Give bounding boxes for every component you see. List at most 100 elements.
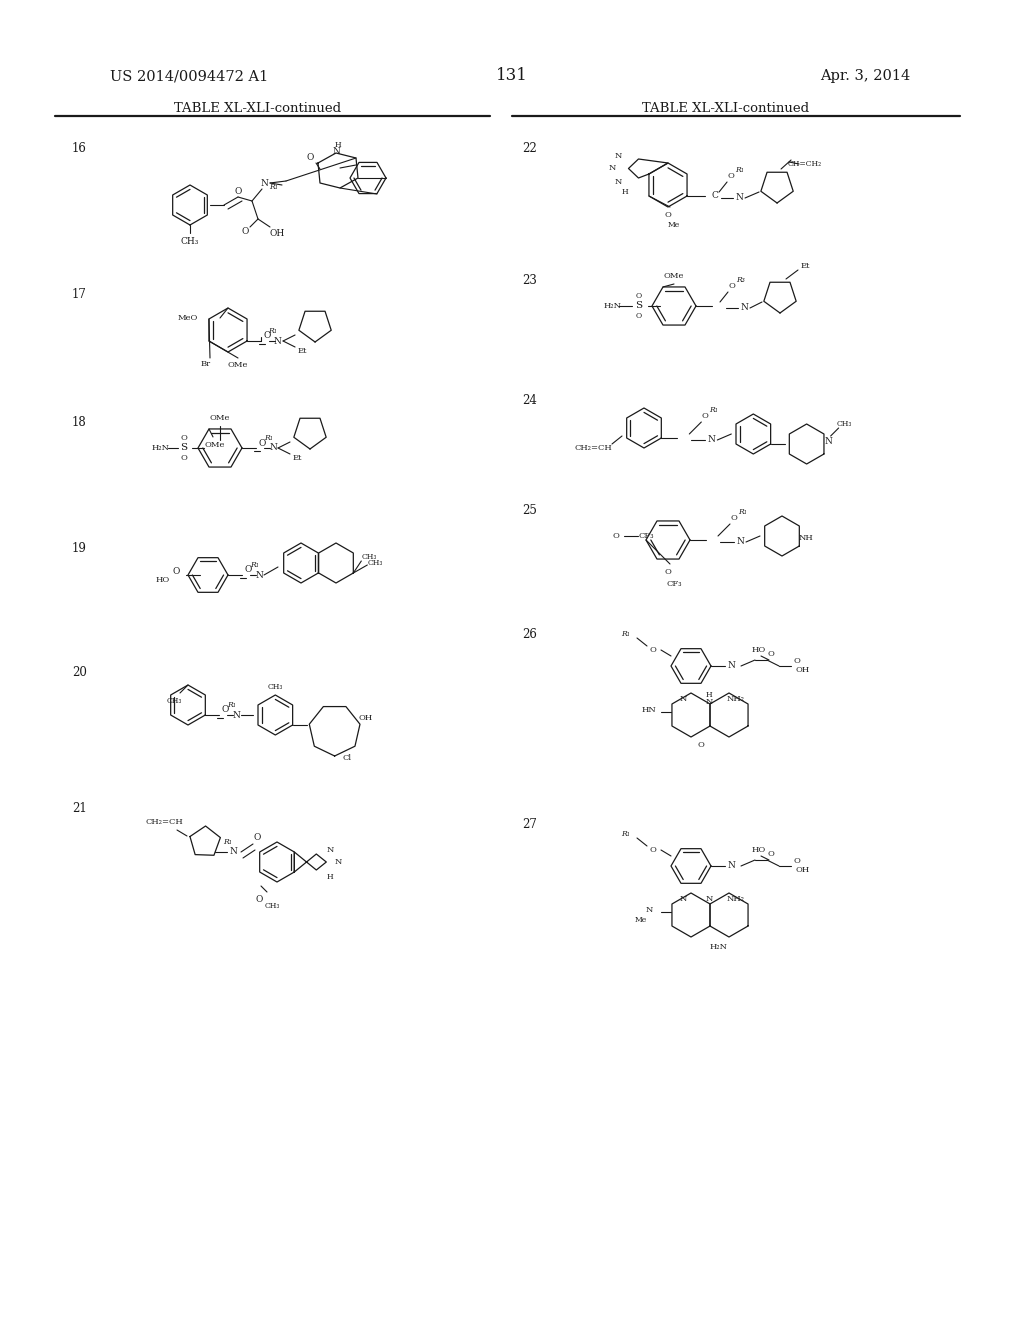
Text: US 2014/0094472 A1: US 2014/0094472 A1 <box>110 69 268 83</box>
Text: HO: HO <box>752 645 766 653</box>
Text: Et: Et <box>292 454 302 462</box>
Text: CF₃: CF₃ <box>638 532 653 540</box>
Text: OH: OH <box>358 714 373 722</box>
Text: N: N <box>332 147 340 156</box>
Text: O: O <box>636 312 642 319</box>
Text: C: C <box>712 191 719 201</box>
Text: R₃: R₃ <box>735 276 744 284</box>
Text: O: O <box>665 211 672 219</box>
Text: O: O <box>234 186 242 195</box>
Text: CH₃: CH₃ <box>166 697 181 705</box>
Text: MeO: MeO <box>177 314 198 322</box>
Text: O: O <box>258 438 265 447</box>
Text: HO: HO <box>156 576 170 583</box>
Text: R₁: R₁ <box>737 508 746 516</box>
Text: H₂N: H₂N <box>710 942 728 950</box>
Text: NH₂: NH₂ <box>727 895 745 903</box>
Text: N: N <box>679 696 687 704</box>
Text: CH₃: CH₃ <box>181 236 200 246</box>
Text: N: N <box>609 165 616 173</box>
Text: TABLE XL-XLI-continued: TABLE XL-XLI-continued <box>174 102 342 115</box>
Text: O: O <box>636 292 642 300</box>
Text: O: O <box>263 331 270 341</box>
Text: Br: Br <box>201 360 211 368</box>
Text: N: N <box>706 698 713 706</box>
Text: OH: OH <box>796 866 810 874</box>
Text: R₁: R₁ <box>268 183 278 191</box>
Text: R₁: R₁ <box>250 561 258 569</box>
Text: 23: 23 <box>522 273 537 286</box>
Text: 19: 19 <box>72 541 87 554</box>
Text: O: O <box>180 454 187 462</box>
Text: O: O <box>768 649 774 657</box>
Text: N: N <box>740 304 748 313</box>
Text: R₁: R₁ <box>734 166 743 174</box>
Text: CH₃: CH₃ <box>368 558 383 568</box>
Text: N: N <box>708 436 715 445</box>
Text: 27: 27 <box>522 818 537 832</box>
Text: 131: 131 <box>496 67 528 84</box>
Text: 25: 25 <box>522 503 537 516</box>
Text: N: N <box>727 862 735 870</box>
Text: TABLE XL-XLI-continued: TABLE XL-XLI-continued <box>642 102 810 115</box>
Text: OMe: OMe <box>210 414 230 422</box>
Text: 20: 20 <box>72 665 87 678</box>
Text: Et: Et <box>800 261 810 271</box>
Text: 18: 18 <box>72 416 87 429</box>
Text: R₁: R₁ <box>222 838 231 846</box>
Text: N: N <box>736 537 744 546</box>
Text: OMe: OMe <box>227 360 248 370</box>
Text: O: O <box>245 565 252 574</box>
Text: N: N <box>327 846 334 854</box>
Text: O: O <box>649 645 656 653</box>
Text: R₁: R₁ <box>709 407 718 414</box>
Text: O: O <box>701 412 709 420</box>
Text: CH₂=CH: CH₂=CH <box>574 444 612 451</box>
Text: CH₃: CH₃ <box>264 902 280 909</box>
Text: O: O <box>768 850 774 858</box>
Text: H: H <box>335 141 341 149</box>
Text: O: O <box>242 227 249 235</box>
Text: R₁: R₁ <box>263 434 272 442</box>
Text: N: N <box>727 661 735 671</box>
Text: N: N <box>679 895 687 903</box>
Text: Me: Me <box>668 220 680 228</box>
Text: H: H <box>706 690 713 700</box>
Text: O: O <box>794 857 801 865</box>
Text: Me: Me <box>635 916 647 924</box>
Text: OMe: OMe <box>205 441 225 449</box>
Text: CH₃: CH₃ <box>361 553 377 561</box>
Text: R₁: R₁ <box>621 830 630 838</box>
Text: NH: NH <box>799 535 813 543</box>
Text: CF₃: CF₃ <box>667 579 682 587</box>
Text: N: N <box>614 178 623 186</box>
Text: H: H <box>622 189 628 197</box>
Text: O: O <box>180 434 187 442</box>
Text: H: H <box>327 873 334 880</box>
Text: CH₃: CH₃ <box>837 420 852 428</box>
Text: Apr. 3, 2014: Apr. 3, 2014 <box>820 69 910 83</box>
Text: O: O <box>697 741 705 748</box>
Text: N: N <box>706 895 713 903</box>
Text: N: N <box>273 337 281 346</box>
Text: O: O <box>730 513 737 521</box>
Text: O: O <box>253 833 261 842</box>
Text: CH₃: CH₃ <box>267 682 283 690</box>
Text: O: O <box>728 172 734 180</box>
Text: S: S <box>636 301 643 310</box>
Text: Cl: Cl <box>342 754 351 762</box>
Text: 26: 26 <box>522 628 537 642</box>
Text: NH₂: NH₂ <box>727 696 745 704</box>
Text: O: O <box>728 282 735 290</box>
Text: H₂N: H₂N <box>152 444 170 451</box>
Text: R₁: R₁ <box>227 701 236 709</box>
Text: O: O <box>221 705 229 714</box>
Text: N: N <box>232 710 241 719</box>
Text: R₁: R₁ <box>267 327 276 335</box>
Text: R₁: R₁ <box>621 630 630 638</box>
Text: 21: 21 <box>72 801 87 814</box>
Text: O: O <box>255 895 263 904</box>
Text: N: N <box>229 847 237 857</box>
Text: Et: Et <box>297 347 307 355</box>
Text: N: N <box>269 444 276 453</box>
